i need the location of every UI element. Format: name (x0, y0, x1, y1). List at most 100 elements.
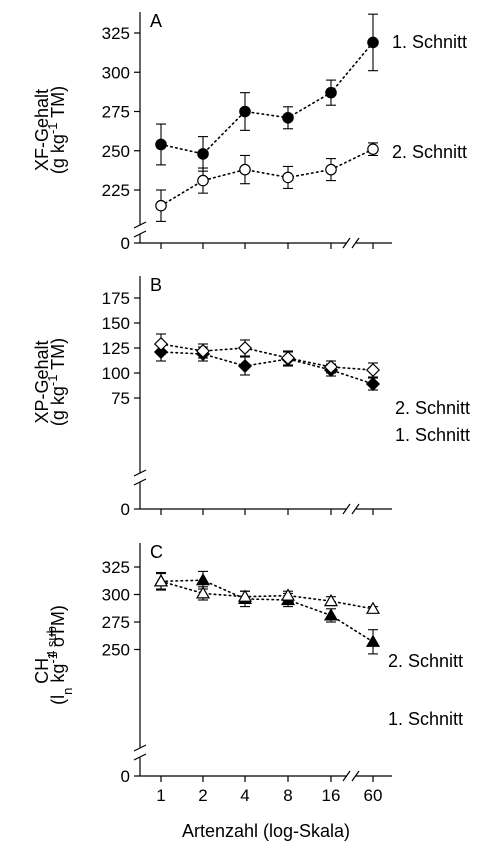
y-label-part: CH (32, 658, 52, 684)
data-point (325, 86, 337, 99)
y-tick-label: 0 (121, 500, 130, 519)
y-axis-label-line2: (g kg-1 TM) (45, 86, 69, 174)
series-1: 1. Schnitt (155, 13, 467, 172)
series-line (160, 343, 374, 371)
series-label: 2. Schnitt (392, 142, 467, 162)
y-tick-label: 275 (102, 103, 130, 122)
panel-label: A (150, 11, 162, 31)
y-label-part: kg (48, 664, 68, 688)
data-point (197, 174, 209, 187)
series-line (160, 351, 374, 385)
data-point (365, 362, 381, 378)
y-tick-label: 125 (102, 339, 130, 358)
y-tick-label: 175 (102, 289, 130, 308)
y-label-part: TM) (48, 86, 68, 123)
y-tick-label: 75 (111, 389, 130, 408)
y-axis-label-line2: (g kg-1 TM) (45, 338, 69, 426)
data-point (280, 588, 296, 601)
y-axis-label-line1: CH4 sub (32, 626, 59, 684)
x-tick-label: 4 (240, 786, 249, 805)
data-point (280, 350, 296, 366)
series-2: 2. Schnitt (153, 573, 463, 671)
x-break-mark (342, 237, 351, 249)
series-label: 1. Schnitt (395, 425, 470, 445)
series-line (160, 41, 374, 155)
panel-label: B (150, 275, 162, 295)
x-break-mark (351, 237, 360, 249)
y-tick-label: 225 (102, 181, 130, 200)
x-break-mark (351, 770, 360, 782)
y-label-superscript: -1 (45, 123, 60, 135)
data-point (282, 111, 294, 124)
series-line (160, 148, 374, 207)
y-break-mark (133, 478, 147, 486)
x-tick-label: 60 (364, 786, 383, 805)
data-point (323, 608, 339, 621)
y-break-mark (133, 753, 147, 761)
data-point (239, 105, 251, 118)
y-label-subscript: n (60, 688, 75, 695)
series-2: 2. Schnitt (153, 333, 470, 418)
y-axis-label-line1: XP-Gehalt (32, 340, 52, 423)
series-line (160, 580, 374, 610)
panel-label: C (150, 542, 163, 562)
y-axis-label-line2: (ln kg-1 oTM) (45, 605, 75, 705)
data-point (155, 138, 167, 151)
x-tick-label: 16 (322, 786, 341, 805)
x-axis-label: Artenzahl (log-Skala) (182, 821, 350, 841)
data-point (365, 634, 381, 647)
panel-a: 0 225 250 275 300 325 A XF-Gehalt(g kg-1 TM) 1. … (32, 11, 467, 253)
y-tick-label: 100 (102, 364, 130, 383)
y-break-mark (133, 744, 147, 752)
y-label-subscript: 4 sub (44, 626, 59, 658)
data-point (237, 340, 253, 356)
y-tick-label: 300 (102, 63, 130, 82)
series-label: 2. Schnitt (395, 398, 470, 418)
x-break-mark (342, 503, 351, 515)
y-label-part: (g kg (48, 134, 68, 174)
data-point (325, 163, 337, 176)
data-point (153, 574, 169, 587)
data-point (367, 143, 379, 155)
series-label: 1. Schnitt (388, 709, 463, 729)
data-point (237, 358, 253, 374)
data-point (197, 148, 209, 160)
y-label-part: (l (48, 695, 68, 705)
y-label-superscript: -1 (45, 375, 60, 387)
data-point (195, 343, 211, 359)
y-tick-label: 250 (102, 142, 130, 161)
x-tick-label: 8 (283, 786, 292, 805)
series-line (160, 579, 374, 643)
y-break-mark (133, 221, 147, 229)
data-point (153, 336, 169, 352)
x-break-mark (351, 503, 360, 515)
y-tick-label: 0 (121, 767, 130, 786)
series-label: 2. Schnitt (388, 651, 463, 671)
data-point (195, 586, 211, 599)
y-label-part: (g kg (48, 386, 68, 426)
data-point (195, 572, 211, 586)
y-tick-label: 150 (102, 314, 130, 333)
y-tick-label: 250 (102, 641, 130, 660)
series-label: 1. Schnitt (392, 32, 467, 52)
y-label-part: TM) (48, 338, 68, 375)
panel-b: 0 75 100 125 150 175 B XP-Gehalt(g kg-1 TM) 1. S… (32, 275, 470, 519)
y-break-mark (133, 230, 147, 238)
y-tick-label: 325 (102, 24, 130, 43)
y-label-superscript: -1 (45, 652, 60, 664)
x-tick-label: 1 (156, 786, 165, 805)
data-point (367, 36, 379, 49)
y-tick-label: 275 (102, 613, 130, 632)
y-tick-label: 300 (102, 586, 130, 605)
data-point (239, 163, 251, 176)
series-2: 2. Schnitt (155, 142, 467, 222)
data-point (323, 593, 339, 607)
x-break-mark (342, 770, 351, 782)
y-axis-label-line1: XF-Gehalt (32, 89, 52, 171)
y-label-part: oTM) (48, 605, 68, 652)
data-point (237, 589, 253, 602)
data-point (365, 601, 381, 614)
y-break-mark (133, 469, 147, 477)
